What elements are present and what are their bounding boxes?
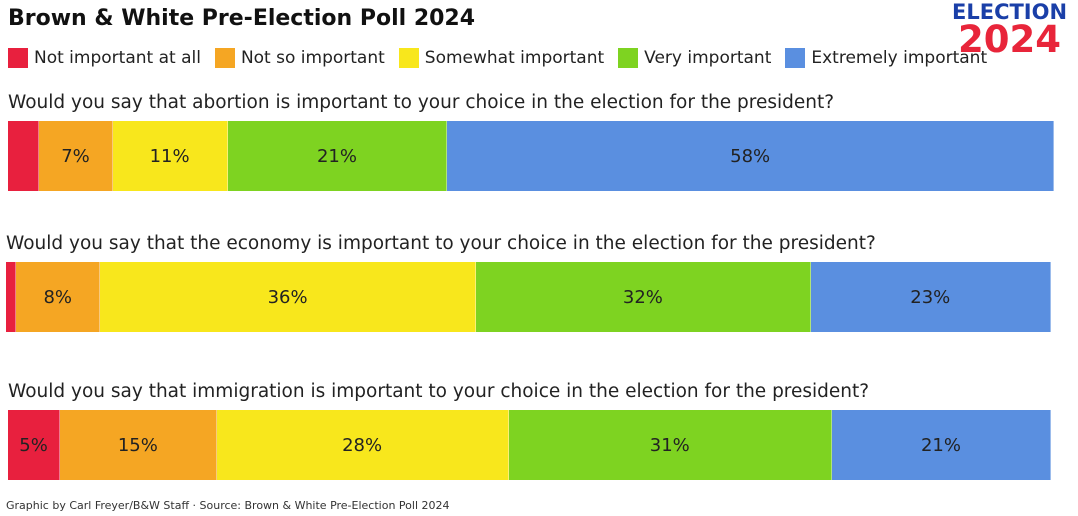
legend-item: Not important at all [8, 48, 201, 68]
legend-item: Somewhat important [398, 48, 605, 68]
bar-segment: 21% [227, 121, 448, 191]
data-label: 5% [19, 434, 48, 456]
data-label: 11% [149, 145, 190, 167]
legend-swatch [398, 48, 419, 68]
bar-segment: 21% [831, 410, 1051, 480]
question-label: Would you say that abortion is important… [8, 92, 835, 113]
logo-line2: 2024 [958, 18, 1062, 61]
question-label: Would you say that the economy is import… [6, 233, 876, 254]
chart-title: Brown & White Pre-Election Poll 2024 [8, 6, 476, 31]
legend-label: Not so important [240, 48, 385, 68]
stacked-bar: 5% 15% 28% 31% 21% [8, 410, 1051, 480]
bar-segment: 23% [810, 262, 1051, 332]
data-label: 36% [267, 286, 308, 308]
legend-item: Extremely important [785, 48, 987, 68]
logo-line1: ELECTION [952, 0, 1068, 24]
bar-segment: 31% [508, 410, 832, 480]
bar-segment: 58% [447, 121, 1054, 191]
data-label: 7% [61, 145, 90, 167]
legend-label: Somewhat important [424, 48, 605, 68]
bar-segment: 5% [8, 410, 61, 480]
bar-segment: 28% [216, 410, 509, 480]
legend-item: Very important [618, 48, 771, 68]
data-label: 28% [342, 434, 383, 456]
footer-credit: Graphic by Carl Freyer/B&W Staff · Sourc… [6, 499, 450, 512]
legend-label: Not important at all [34, 48, 201, 68]
legend-item: Not so important [214, 48, 385, 68]
legend-swatch [618, 48, 639, 68]
bar-segment: 7% [39, 121, 113, 191]
data-label: 23% [910, 286, 951, 308]
data-label: 21% [920, 434, 961, 456]
bar-segment: 15% [60, 410, 217, 480]
bar-segment: 8% [16, 262, 101, 332]
stacked-bar: 8% 36% 32% 23% [6, 262, 1051, 332]
bar-segment: 32% [476, 262, 811, 332]
question-label: Would you say that immigration is import… [8, 381, 870, 402]
data-label: 32% [622, 286, 663, 308]
data-label: 15% [117, 434, 158, 456]
data-label: 21% [316, 145, 357, 167]
data-label: 58% [730, 145, 771, 167]
bar-segment [6, 262, 17, 332]
legend-label: Extremely important [811, 48, 988, 68]
legend-swatch [214, 48, 235, 68]
bar-segment: 11% [112, 121, 228, 191]
data-label: 8% [43, 286, 73, 308]
stacked-bar: 7% 11% 21% 58% [8, 121, 1054, 191]
bar-segment [8, 121, 40, 191]
legend-swatch [785, 48, 806, 68]
legend-swatch [8, 48, 28, 68]
legend-label: Very important [644, 48, 772, 68]
legend: Not important at all Not so important Some… [8, 48, 1001, 68]
data-label: 31% [649, 434, 690, 456]
election-2024-logo: ELECTION 2024 [952, 0, 1068, 61]
bar-segment: 36% [100, 262, 477, 332]
